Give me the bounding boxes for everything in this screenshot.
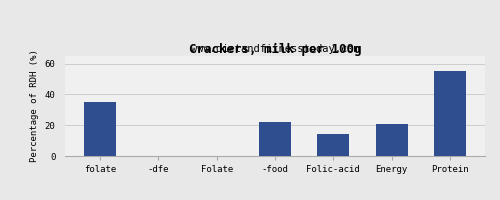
Bar bbox=[84, 102, 116, 156]
Bar bbox=[376, 124, 408, 156]
Y-axis label: Percentage of RDH (%): Percentage of RDH (%) bbox=[30, 50, 39, 162]
Bar bbox=[318, 134, 350, 156]
Title: Crackers, milk per 100g: Crackers, milk per 100g bbox=[189, 43, 361, 56]
Bar bbox=[259, 122, 291, 156]
Bar bbox=[434, 71, 466, 156]
Text: www.dietandfitnesstoday.com: www.dietandfitnesstoday.com bbox=[190, 44, 360, 54]
